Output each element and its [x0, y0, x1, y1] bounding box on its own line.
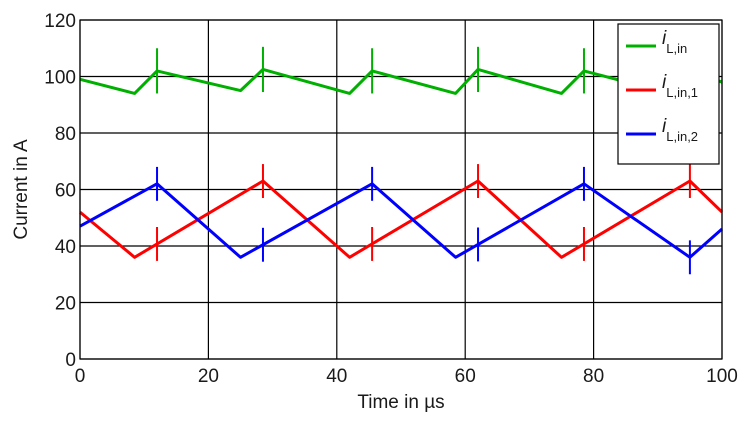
x-axis-label: Time in µs [357, 392, 444, 413]
legend-label-1: iL,in [662, 28, 687, 56]
y-axis-label: Current in A [11, 139, 32, 240]
x-tick-label: 80 [583, 366, 604, 387]
y-tick-label: 40 [55, 237, 76, 258]
x-tick-label: 60 [455, 366, 476, 387]
y-tick-label: 0 [65, 350, 76, 371]
y-tick-label: 60 [55, 181, 76, 202]
x-tick-label: 20 [198, 366, 219, 387]
y-tick-label: 120 [44, 11, 76, 32]
axes-frame [79, 19, 723, 360]
x-axis: 0 20 40 60 80 100 [75, 366, 738, 387]
y-tick-label: 80 [55, 124, 76, 145]
x-tick-label: 40 [326, 366, 347, 387]
legend-label-3: iL,in,2 [662, 116, 698, 144]
x-tick-label: 0 [75, 366, 86, 387]
y-tick-label: 100 [44, 68, 76, 89]
y-axis: 0 20 40 60 80 100 120 [44, 11, 76, 371]
x-tick-label: 100 [706, 366, 738, 387]
legend: iL,in iL,in,1 iL,in,2 [617, 23, 720, 165]
legend-label-2: iL,in,1 [662, 72, 698, 100]
series-line-3 [79, 182, 723, 259]
y-tick-label: 20 [55, 294, 76, 315]
